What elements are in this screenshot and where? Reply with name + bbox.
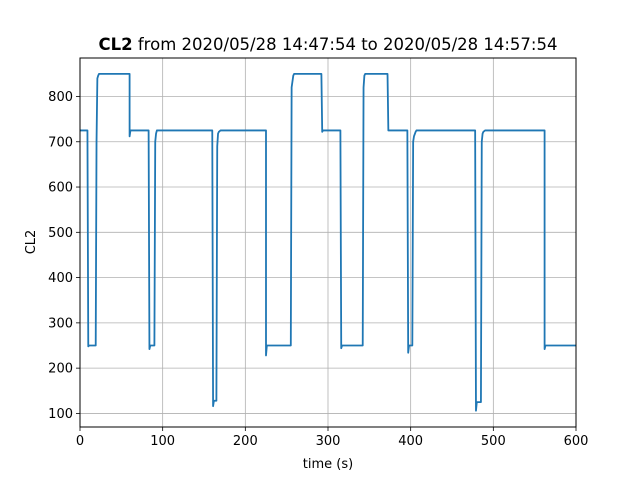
x-tick-label: 100 xyxy=(150,434,175,449)
y-tick-label: 800 xyxy=(48,90,73,105)
chart-title-bold: CL2 xyxy=(99,35,133,54)
x-tick-label: 600 xyxy=(564,434,589,449)
y-axis-label: CL2 xyxy=(24,230,39,255)
y-axis: 100 200 300 400 500 600 700 800 xyxy=(48,90,80,422)
chart-title: CL2 from 2020/05/28 14:47:54 to 2020/05/… xyxy=(99,35,558,54)
x-axis: 0 100 200 300 400 500 600 xyxy=(76,427,589,449)
y-tick-label: 400 xyxy=(48,271,73,286)
series-line-0 xyxy=(80,72,576,412)
x-tick-label: 300 xyxy=(316,434,341,449)
x-tick-label: 500 xyxy=(481,434,506,449)
y-tick-label: 500 xyxy=(48,226,73,241)
y-tick-label: 300 xyxy=(48,316,73,331)
chart-title-rest: from 2020/05/28 14:47:54 to 2020/05/28 1… xyxy=(133,35,558,54)
x-tick-label: 400 xyxy=(398,434,423,449)
y-tick-label: 100 xyxy=(48,407,73,422)
x-tick-label: 200 xyxy=(233,434,258,449)
grid xyxy=(79,58,577,427)
y-tick-label: 700 xyxy=(48,135,73,150)
plot-area xyxy=(80,72,576,412)
x-axis-label: time (s) xyxy=(303,457,353,472)
y-tick-label: 200 xyxy=(48,362,73,377)
x-tick-label: 0 xyxy=(76,434,84,449)
y-tick-label: 600 xyxy=(48,181,73,196)
